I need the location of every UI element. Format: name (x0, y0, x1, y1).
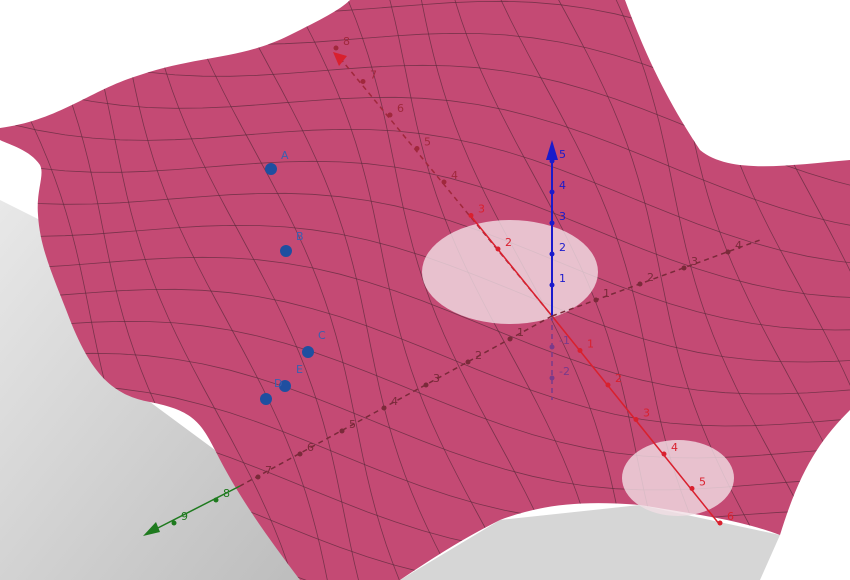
tick-dot (255, 474, 261, 480)
tick-dot (593, 297, 599, 303)
grid-curve (168, 0, 433, 580)
tick-dot (414, 146, 420, 151)
z-axis-arrow (546, 140, 558, 160)
point-label: B (296, 230, 304, 243)
floor-shadow (400, 505, 780, 580)
tick-dot (507, 336, 513, 342)
tick-label: 4 (391, 395, 398, 408)
tick-label: -2 (559, 365, 570, 378)
tick-label: 2 (505, 236, 512, 249)
tick-label: 9 (181, 510, 188, 523)
tick-dot (333, 45, 339, 51)
grid-curve (0, 256, 850, 395)
tick-dot (297, 451, 303, 457)
tick-label: 5 (559, 148, 566, 161)
x-axis-arrow (333, 52, 347, 66)
tick-label: 3 (643, 407, 650, 420)
tick-dot (549, 282, 555, 288)
ellipse (422, 220, 598, 324)
tick-label: 6 (307, 441, 314, 454)
tick-dot (549, 158, 555, 164)
labels: A B C E D 1 2 3 4 5 6 2 3 4 5 6 7 8 1 2 3 4 5 -1 -2 1 2 3 4 5 6 7 8 9 1 2 3 4 (171, 35, 742, 526)
tick-label: 2 (559, 241, 566, 254)
point (265, 163, 277, 175)
tick-label: 4 (451, 169, 458, 182)
tick-dot (360, 79, 366, 84)
tick-dot (495, 246, 501, 252)
tick-label: 4 (559, 179, 566, 192)
tick-dot (468, 213, 474, 218)
tick-label: 2 (615, 372, 622, 385)
point-label: E (296, 363, 303, 376)
y-axis (149, 485, 241, 533)
tick-dot (689, 486, 695, 491)
point (279, 380, 291, 392)
tick-label: 1 (559, 272, 566, 285)
tick-dot (725, 249, 731, 255)
tick-label: 4 (735, 239, 742, 252)
tick-dot (465, 359, 471, 365)
tick-label: 7 (265, 464, 272, 477)
tick-dot (549, 189, 555, 195)
ellipse (622, 440, 734, 516)
tick-label: 2 (475, 349, 482, 362)
tick-label: 8 (223, 487, 230, 500)
point-label: C (318, 329, 326, 342)
tick-dot (171, 520, 177, 526)
tick-label: 1 (603, 287, 610, 300)
tick-dot (381, 405, 387, 411)
point (260, 393, 272, 405)
tick-dot (441, 179, 447, 185)
tick-label: 5 (349, 418, 356, 431)
point-label: A (281, 149, 289, 162)
tick-label: 3 (559, 210, 566, 223)
grid-curve (0, 39, 850, 235)
tick-label: 1 (587, 338, 594, 351)
grid-curve (0, 177, 850, 331)
point (280, 245, 292, 257)
floor-shadow (0, 200, 300, 580)
tick-dot (633, 417, 639, 422)
grid-curve (0, 288, 850, 427)
tick-label: 8 (343, 35, 350, 48)
point-label: D (274, 377, 282, 390)
tick-label: 2 (647, 271, 654, 284)
tick-dot (577, 348, 583, 353)
tick-dot (637, 281, 643, 287)
grid-curve (0, 86, 850, 267)
point (302, 346, 314, 358)
tick-label: 6 (397, 102, 404, 115)
tick-dot (387, 112, 393, 118)
tick-dot (549, 220, 555, 226)
y-axis-negative (551, 239, 761, 317)
tick-label: 1 (517, 326, 524, 339)
tick-dot (605, 382, 611, 388)
tick-label: -1 (559, 334, 570, 347)
x-axis (469, 214, 553, 317)
tick-dot (661, 451, 667, 457)
tick-dot (549, 375, 555, 381)
tick-dot (213, 497, 219, 503)
grid-curve (0, 132, 850, 299)
tick-label: 3 (433, 372, 440, 385)
tick-label: 5 (424, 136, 431, 149)
tick-dot (681, 265, 687, 271)
tick-dot (549, 251, 555, 257)
tick-label: 5 (699, 476, 706, 489)
tick-label: 3 (478, 203, 485, 216)
tick-dot (717, 520, 723, 526)
x-axis-negative (339, 57, 553, 317)
tick-label: 7 (370, 69, 377, 82)
tick-label: 4 (671, 441, 678, 454)
tick-dot (423, 382, 429, 388)
y-axis-arrow (143, 522, 160, 536)
grid-curve (210, 0, 492, 580)
tick-label: 3 (691, 255, 698, 268)
tick-dot (549, 344, 555, 350)
tick-dot (339, 428, 345, 434)
tick-label: 6 (727, 510, 734, 523)
